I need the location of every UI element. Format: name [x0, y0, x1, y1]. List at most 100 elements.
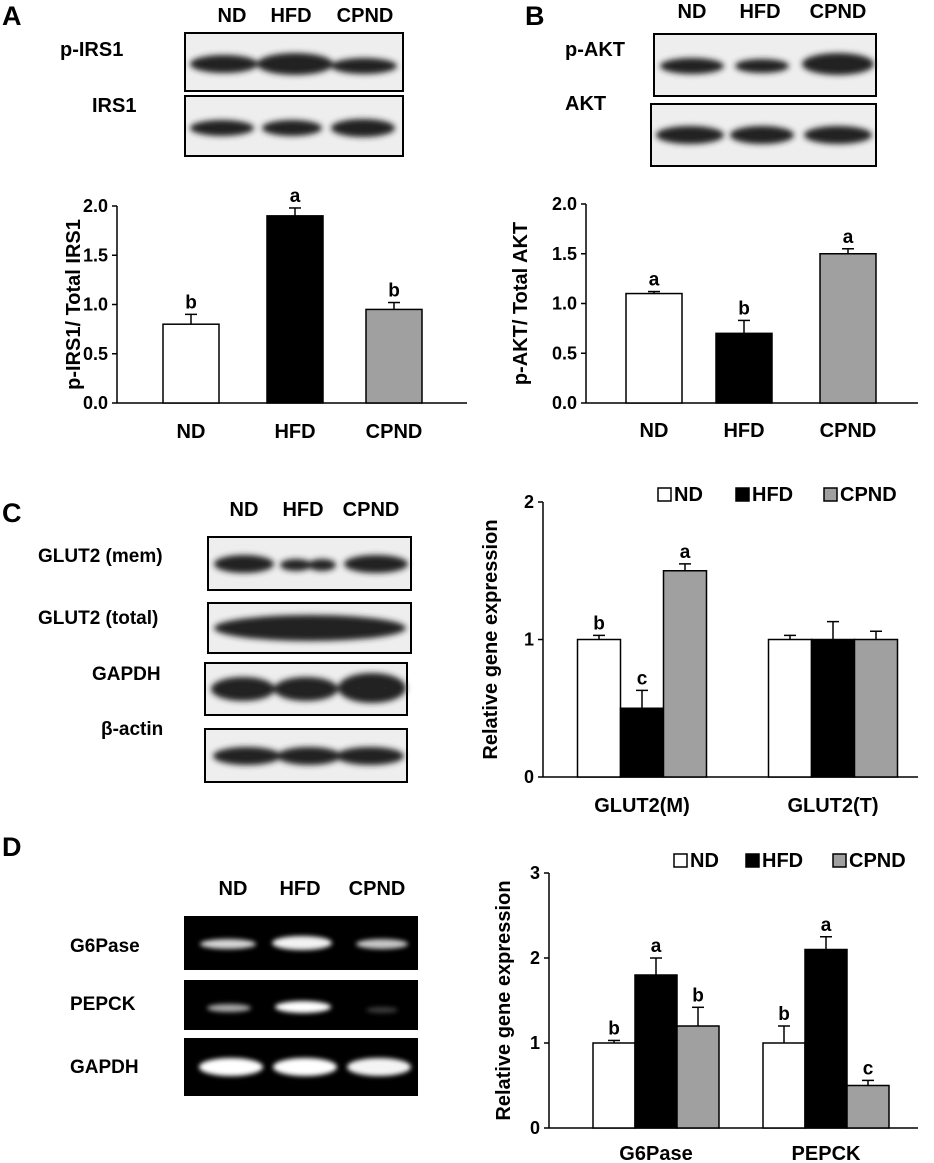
legend: ND HFD CPND	[673, 850, 906, 872]
panel-c-blot: ND HFD CPND GLUT2 (mem) GLUT2 (total) GA…	[38, 499, 412, 783]
blot-band	[331, 119, 395, 137]
blot-band	[280, 559, 312, 571]
y-axis-label: p-IRS1/ Total IRS1	[63, 219, 85, 390]
panel-b-blot: ND HFD CPND p-AKT AKT	[565, 1, 877, 167]
blot-band	[338, 673, 406, 703]
gel-band	[347, 1058, 411, 1076]
gel-d-lane-cpnd: CPND	[349, 878, 406, 900]
blot-a-lane-hfd: HFD	[270, 5, 311, 27]
gel-d-lane-hfd: HFD	[279, 878, 320, 900]
panel-d-gel: ND HFD CPND G6Pase PEPCK GAPDH	[70, 878, 418, 1096]
bar	[365, 308, 423, 404]
y-tick-label: 0	[530, 1118, 540, 1138]
legend-label: ND	[674, 484, 703, 506]
blot-c-row-beta-actin: β-actin	[101, 719, 163, 740]
x-category-label: HFD	[723, 420, 764, 442]
blot-band	[331, 58, 397, 74]
blot-band	[277, 747, 341, 765]
bar	[634, 974, 678, 1129]
gel-d-row-gapdh: GAPDH	[70, 1057, 139, 1078]
blot-b-lane-hfd: HFD	[739, 1, 780, 23]
gel-band	[207, 1004, 251, 1012]
significance-label: a	[649, 270, 660, 291]
legend-label: HFD	[752, 484, 793, 506]
legend-swatch	[673, 853, 688, 868]
bar	[266, 215, 324, 404]
bar	[767, 638, 813, 778]
bar	[662, 570, 708, 778]
y-tick-label: 2	[524, 492, 534, 512]
gel-d-row-pepck: PEPCK	[70, 994, 136, 1015]
significance-label: a	[843, 227, 854, 248]
bar	[853, 638, 899, 778]
blot-band	[656, 126, 724, 144]
blot-c-lane-cpnd: CPND	[343, 499, 400, 521]
x-category-label: GLUT2(M)	[594, 795, 690, 817]
y-tick-label: 1	[524, 630, 534, 650]
y-axis-label: Relative gene expression	[480, 519, 502, 759]
y-tick-label: 0.5	[83, 344, 108, 364]
gel-d-row-g6pase: G6Pase	[70, 936, 140, 957]
gel-band	[275, 1001, 331, 1013]
blot-band	[262, 120, 322, 136]
bar	[819, 253, 877, 404]
y-axis-label: p-AKT/ Total AKT	[510, 222, 532, 385]
legend: ND HFD CPND	[657, 484, 897, 506]
y-tick-label: 1.0	[83, 295, 108, 315]
panel-c-label: C	[2, 498, 22, 528]
gel-band	[366, 1007, 398, 1013]
blot-band	[802, 53, 874, 75]
legend-swatch	[745, 853, 760, 868]
blot-c-row-gapdh: GAPDH	[92, 664, 161, 685]
blot-band	[190, 120, 254, 136]
bar	[619, 707, 665, 778]
bar	[162, 323, 220, 404]
blot-band	[213, 747, 281, 765]
legend-label: CPND	[849, 850, 906, 872]
bar	[576, 638, 622, 778]
significance-label: a	[821, 915, 832, 936]
x-category-label: PEPCK	[792, 1143, 861, 1163]
blot-c-lane-nd: ND	[230, 499, 259, 521]
y-tick-label: 2.0	[83, 196, 108, 216]
y-tick-label: 2.0	[552, 194, 577, 214]
gel-d-lane-nd: ND	[219, 878, 248, 900]
y-tick-label: 0.0	[552, 393, 577, 413]
blot-band	[214, 555, 274, 573]
significance-label: b	[692, 985, 704, 1006]
legend-label: CPND	[840, 484, 897, 506]
blot-band	[190, 55, 258, 73]
blot-band	[211, 677, 275, 701]
blot-band	[336, 747, 404, 765]
x-category-label: GLUT2(T)	[787, 795, 878, 817]
blot-a-lane-nd: ND	[218, 5, 247, 27]
significance-label: b	[388, 281, 400, 302]
legend-label: ND	[690, 850, 719, 872]
bar	[810, 638, 856, 778]
panel-a-label: A	[2, 1, 22, 31]
x-category-label: CPND	[820, 420, 877, 442]
bar	[592, 1042, 636, 1129]
gel-band	[200, 939, 256, 949]
x-category-label: G6Pase	[619, 1143, 692, 1163]
significance-label: a	[680, 542, 691, 563]
blot-band	[214, 615, 406, 641]
legend-swatch	[735, 487, 750, 502]
blot-a-lane-cpnd: CPND	[337, 5, 394, 27]
x-category-label: CPND	[366, 421, 423, 443]
significance-label: b	[593, 613, 605, 634]
y-tick-label: 0	[524, 767, 534, 787]
y-tick-label: 1.5	[83, 245, 108, 265]
y-axis-label: Relative gene expression	[493, 880, 515, 1120]
significance-label: b	[608, 1018, 620, 1039]
significance-label: a	[290, 186, 301, 207]
chart-a: 0.0 0.5 1.0 1.5 2.0 p-IRS1/ Total IRS1 b ND a HFD…	[63, 186, 467, 443]
blot-c-lane-hfd: HFD	[282, 499, 323, 521]
bar	[762, 1042, 806, 1129]
significance-label: b	[778, 1004, 790, 1025]
blot-band	[804, 126, 872, 144]
y-tick-label: 2	[530, 948, 540, 968]
significance-label: c	[863, 1058, 874, 1079]
legend-label: HFD	[762, 850, 803, 872]
